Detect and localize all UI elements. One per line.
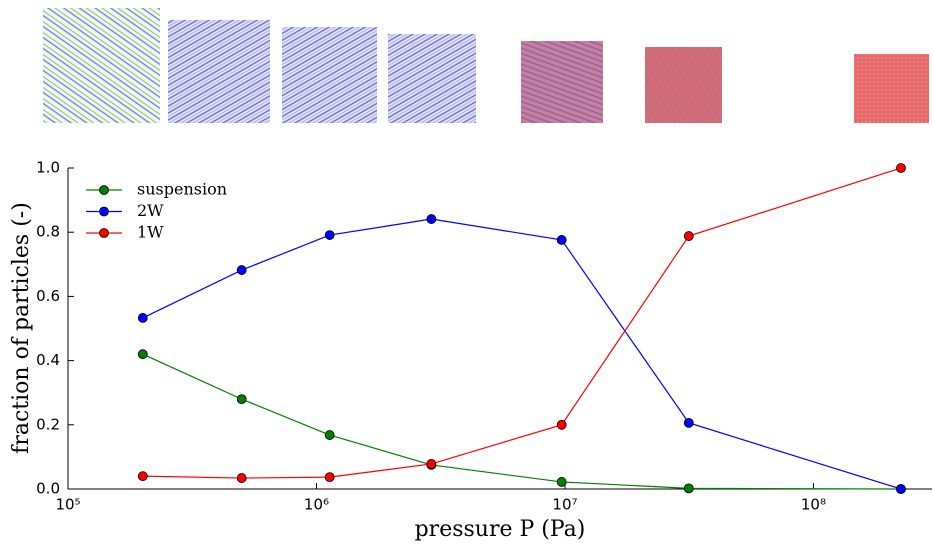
- snapshot: [168, 20, 270, 123]
- y-tick-label: 1.0: [36, 159, 60, 177]
- legend-marker: [99, 228, 109, 238]
- data-point: [896, 163, 906, 173]
- data-point: [236, 394, 247, 405]
- data-point: [137, 313, 148, 323]
- snapshot: [43, 8, 160, 123]
- data-point: [426, 459, 437, 469]
- x-tick-label: 10⁷: [552, 496, 577, 514]
- x-tick-label: 10⁵: [55, 496, 80, 514]
- data-point: [324, 472, 335, 483]
- data-point: [137, 471, 148, 482]
- snapshots: [43, 8, 929, 123]
- data-point: [683, 483, 694, 494]
- snapshot: [521, 41, 603, 123]
- data-point: [683, 231, 694, 241]
- series-line: [142, 218, 902, 490]
- y-tick-label: 0.6: [36, 287, 60, 305]
- legend-marker: [99, 206, 109, 217]
- legend-marker: [99, 185, 109, 195]
- data-point: [556, 235, 567, 245]
- series-line: [142, 353, 901, 490]
- x-axis-label: pressure P (Pa): [415, 517, 586, 542]
- data-point: [236, 265, 247, 275]
- snapshot: [282, 27, 377, 123]
- legend-label: suspension: [137, 180, 227, 199]
- y-tick-label: 0.0: [36, 480, 60, 498]
- snapshot: [388, 34, 476, 123]
- data-point: [896, 484, 906, 494]
- data-point: [556, 477, 567, 487]
- y-tick-label: 0.4: [36, 351, 60, 369]
- x-tick-label: 10⁶: [304, 496, 329, 514]
- data-point: [556, 419, 567, 430]
- data-point: [426, 214, 437, 224]
- snapshot: [645, 47, 722, 123]
- x-tick-label: 10⁸: [801, 496, 826, 514]
- legend-label: 2W: [137, 201, 164, 220]
- snapshot: [854, 54, 929, 123]
- data-point: [324, 230, 335, 240]
- data-point: [683, 417, 694, 428]
- y-axis-label: fraction of particles (-): [9, 202, 34, 454]
- data-point: [137, 349, 148, 360]
- legend-label: 1W: [137, 223, 164, 242]
- data-point: [324, 430, 335, 440]
- y-tick-label: 0.8: [36, 223, 60, 241]
- y-tick-label: 0.2: [36, 415, 60, 433]
- series-line: [142, 167, 902, 479]
- data-point: [236, 473, 247, 483]
